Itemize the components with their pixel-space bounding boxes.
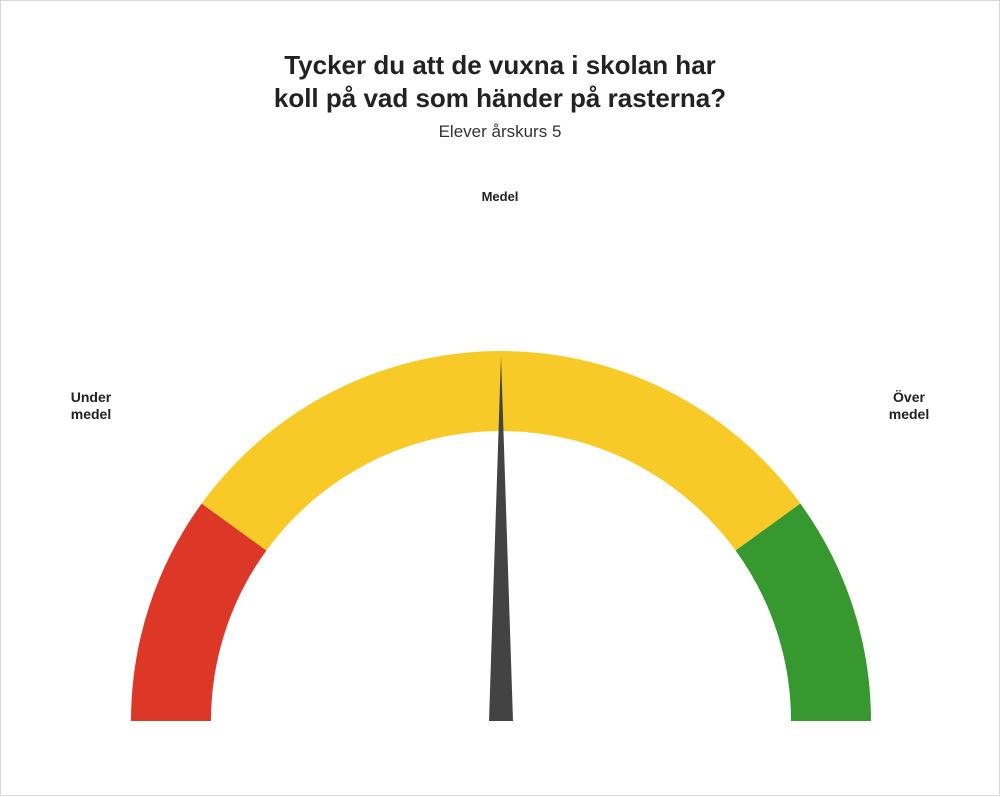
- chart-frame: Tycker du att de vuxna i skolan har koll…: [0, 0, 1000, 796]
- gauge-segment-medel-low: [202, 351, 501, 551]
- gauge-chart: [1, 1, 1000, 797]
- gauge-segment-under-medel: [131, 504, 266, 721]
- gauge-segment-medel-high: [501, 351, 800, 551]
- gauge-segment-over-medel: [736, 504, 871, 721]
